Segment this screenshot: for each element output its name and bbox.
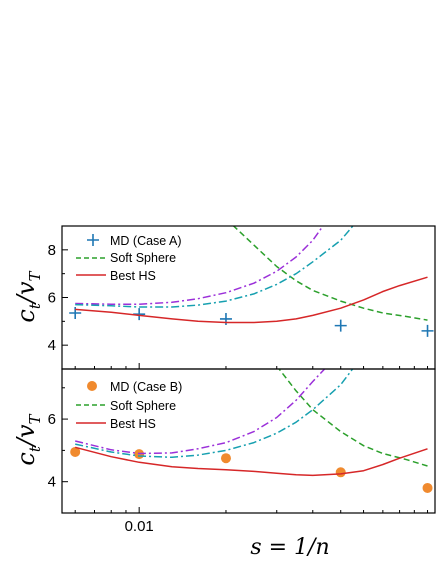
series-line-0-3 — [75, 226, 324, 305]
legend-entry-soft-sphere: Soft Sphere — [76, 251, 176, 265]
legend-label: Soft Sphere — [110, 251, 176, 265]
legend-label: Best HS — [110, 417, 156, 431]
series-line-0-4 — [75, 226, 354, 308]
data-point-plus — [421, 324, 434, 337]
y-tick-label: 8 — [48, 242, 56, 259]
ticks-top: 4 6 8 — [48, 225, 429, 370]
legend-label: Best HS — [110, 269, 156, 283]
data-point-circle — [220, 453, 231, 464]
data-point-plus — [69, 306, 82, 319]
legend-top: MD (Case A) Soft Sphere Best HS — [76, 234, 182, 283]
plot-frame-bottom — [61, 368, 436, 514]
y-tick-label: 4 — [48, 337, 56, 354]
legend-entry-md-case-a: MD (Case A) — [87, 234, 182, 248]
legend-label: MD (Case B) — [110, 380, 182, 394]
panel-top: 4 6 8 MD (Case A) Soft Sphere Best HS — [48, 225, 436, 370]
svg-text:ct/vT: ct/vT — [12, 270, 44, 322]
ticks-bottom: 460.01 — [48, 387, 429, 535]
series-line-1-2 — [75, 446, 428, 477]
legend-label: MD (Case A) — [110, 234, 182, 248]
y-tick-label: 6 — [48, 411, 56, 428]
series-line-0-1 — [232, 226, 428, 321]
legend-entry-soft-sphere: Soft Sphere — [76, 399, 176, 413]
y-tick-label: 4 — [48, 474, 56, 491]
circle-marker-icon — [87, 381, 97, 391]
data-point-circle — [70, 446, 81, 457]
y-axis-label-top: ct/vT — [12, 270, 44, 322]
series-line-0-2 — [75, 276, 428, 324]
panel-bottom: 460.01 MD (Case B) Soft Sphere Best HS — [48, 368, 436, 535]
series-layer-bottom — [70, 369, 433, 493]
data-point-circle — [335, 467, 346, 478]
svg-text:ct/vT: ct/vT — [12, 413, 44, 465]
legend-bottom: MD (Case B) Soft Sphere Best HS — [76, 380, 182, 431]
series-line-1-4 — [75, 369, 354, 459]
legend-entry-best-hs: Best HS — [76, 417, 156, 431]
series-line-1-3 — [75, 369, 326, 455]
data-point-plus — [133, 308, 146, 321]
legend-entry-md-case-b: MD (Case B) — [87, 380, 182, 394]
y-tick-label: 6 — [48, 290, 56, 307]
series-line-1-1 — [278, 369, 428, 467]
legend-label: Soft Sphere — [110, 399, 176, 413]
x-tick-label: 0.01 — [125, 518, 154, 535]
series-layer-top — [69, 226, 434, 337]
x-axis-label: s = 1/n — [250, 535, 329, 560]
data-point-circle — [422, 482, 433, 493]
plus-marker-icon — [87, 234, 99, 246]
legend-entry-best-hs: Best HS — [76, 269, 156, 283]
data-point-plus — [334, 319, 347, 332]
y-axis-label-bottom: ct/vT — [12, 413, 44, 465]
